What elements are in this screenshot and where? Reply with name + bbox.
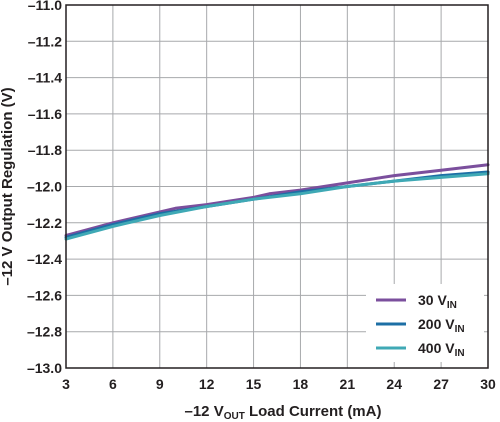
x-axis-label-pre: –12 V (185, 403, 224, 420)
series-lines (64, 163, 490, 241)
legend-entry: 400 VIN (418, 340, 465, 359)
y-tick-label: –11.8 (28, 142, 62, 158)
y-tick-label: –11.0 (28, 0, 62, 13)
x-tick-label: 18 (293, 376, 309, 392)
y-tick-label: –12.6 (27, 287, 62, 303)
x-tick-label: 24 (386, 376, 402, 392)
x-tick-label: 12 (199, 376, 215, 392)
x-axis-label: –12 VOUT Load Current (mA) (185, 403, 382, 422)
plot-frame (65, 4, 489, 369)
legend-entry: 30 VIN (418, 292, 457, 311)
x-tick-label: 30 (480, 376, 496, 392)
x-axis-label-sub: OUT (224, 411, 245, 422)
x-tick-label: 3 (62, 376, 70, 392)
x-tick-label: 6 (109, 376, 117, 392)
legend: 30 VIN 200 VIN 400 VIN (366, 284, 484, 362)
x-tick-labels: 3 6 9 12 15 18 21 24 27 30 (62, 376, 496, 392)
y-tick-label: –11.6 (28, 106, 62, 122)
x-axis-label-post: Load Current (mA) (245, 403, 382, 420)
legend-entry: 200 VIN (418, 316, 465, 335)
y-tick-labels: –11.0 –11.2 –11.4 –11.6 –11.8 –12.0 –12.2 –12.4… (27, 0, 62, 376)
y-tick-label: –11.4 (28, 70, 62, 86)
x-tick-label: 21 (340, 376, 356, 392)
series-line (64, 170, 490, 239)
y-axis-label: –12 V Output Regulation (V) (0, 87, 16, 285)
series-line (64, 163, 490, 237)
y-tick-label: –11.2 (28, 33, 62, 49)
y-tick-label: –13.0 (27, 360, 62, 376)
x-tick-label: 15 (246, 376, 262, 392)
y-tick-label: –12.2 (27, 215, 62, 231)
y-tick-label: –12.4 (27, 251, 62, 267)
x-tick-label: 9 (156, 376, 164, 392)
series-line (64, 172, 490, 241)
y-tick-label: –12.0 (27, 179, 62, 195)
x-tick-label: 27 (433, 376, 449, 392)
y-tick-label: –12.8 (27, 324, 62, 340)
